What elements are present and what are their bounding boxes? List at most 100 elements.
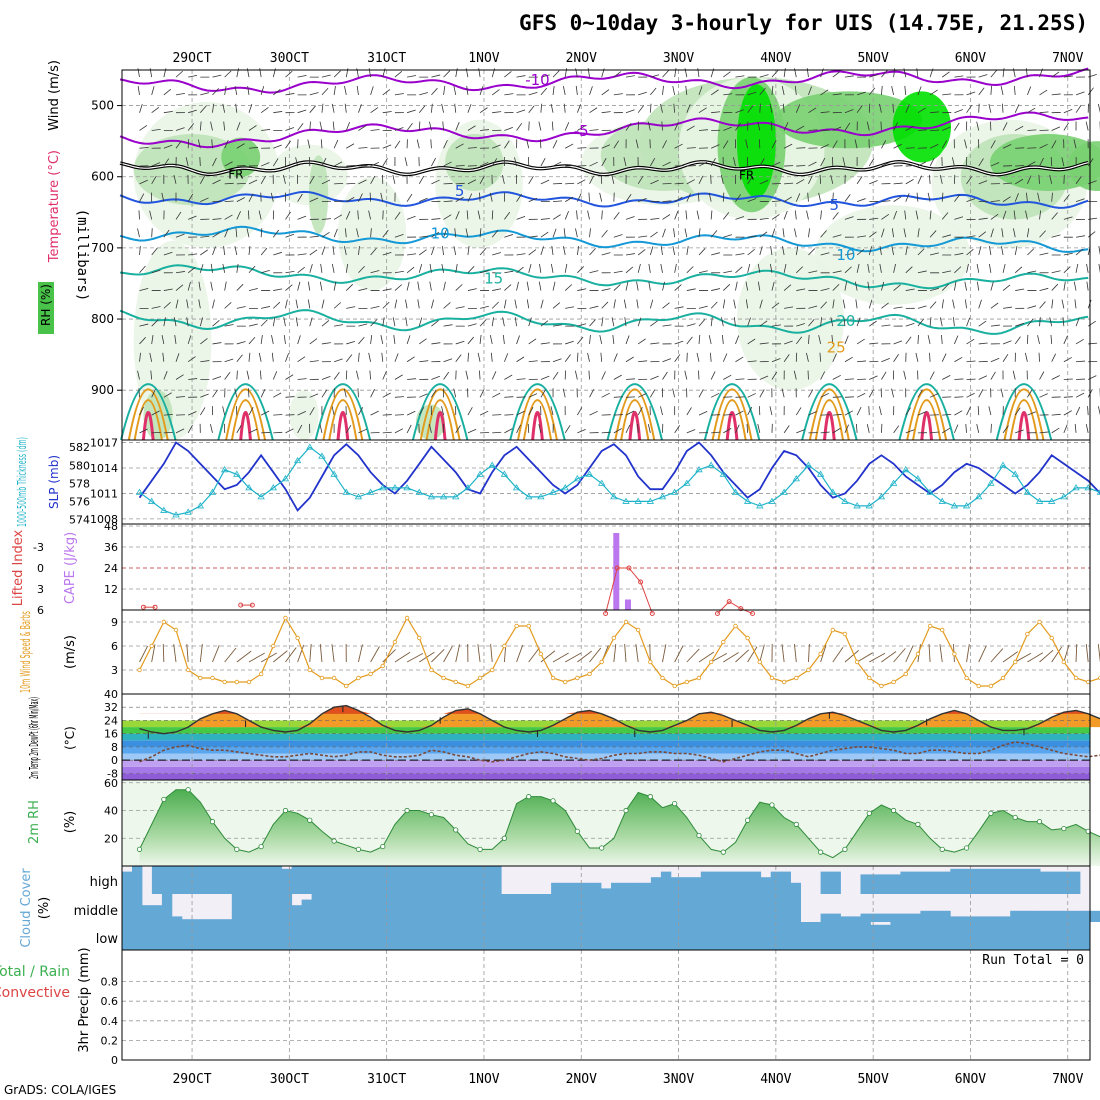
- wind-barb: [637, 263, 641, 273]
- cloud-cell-middle: [690, 894, 702, 922]
- wind-barb: [394, 284, 402, 291]
- wind-barb: [429, 281, 432, 291]
- wind-barb: [1038, 352, 1040, 362]
- wind-barb: [333, 139, 339, 149]
- wind-barb: [212, 320, 220, 327]
- wind-barb: [820, 210, 822, 220]
- wind-barb: [285, 374, 294, 380]
- cloud-cell-high: [980, 868, 991, 894]
- wind-barb: [358, 147, 368, 149]
- isotherm-15: [119, 264, 1089, 290]
- wind-barb: [769, 103, 773, 113]
- wind-barb: [1097, 406, 1100, 416]
- li-tick-label: 3: [37, 583, 44, 596]
- wind-barb: [990, 85, 992, 95]
- cloud-cell-middle: [371, 894, 382, 922]
- wind-barb: [139, 406, 144, 416]
- wind-barb: [1027, 389, 1033, 398]
- wind-barb: [492, 431, 502, 434]
- wind-barb: [662, 281, 665, 291]
- cloud-cell-low: [351, 922, 362, 950]
- wind-barb: [429, 121, 432, 131]
- wind-barb: [345, 370, 348, 380]
- wind-barb: [540, 389, 546, 398]
- cloud-cell-middle: [161, 894, 173, 922]
- wind-barb: [236, 354, 243, 362]
- wind-barb: [698, 129, 708, 131]
- cloud-panel: high middle low Cloud Cover (%): [19, 865, 1100, 951]
- cloud-cell-middle: [241, 894, 253, 922]
- top-date-label: 6NOV: [955, 51, 986, 66]
- wind-barb: [1075, 105, 1082, 113]
- cloud-cell-middle: [1010, 910, 1021, 922]
- wind-barb: [600, 352, 603, 362]
- wind10m-point: [465, 683, 471, 689]
- cloud-cell-high: [720, 871, 732, 894]
- wind-barb: [1097, 103, 1100, 113]
- wind-barb: [625, 75, 635, 78]
- wind-barb: [820, 144, 829, 149]
- wind-barb: [258, 210, 262, 220]
- wind-barb: [589, 175, 595, 185]
- wind-barb: [856, 176, 863, 185]
- wind-barb: [601, 89, 610, 96]
- wind-barb: [552, 140, 558, 149]
- wind-barb: [820, 301, 828, 309]
- wind-barb: [759, 158, 765, 167]
- wind-barb: [868, 299, 873, 309]
- wind10m-point: [514, 623, 519, 629]
- cloud-cell-middle: [1090, 910, 1100, 922]
- cloud-cell-high: [461, 866, 472, 894]
- wind-barb: [929, 301, 937, 309]
- wind-barb: [260, 107, 269, 114]
- wind-barb: [662, 371, 668, 380]
- wind-barb: [212, 157, 217, 167]
- wind-barb: [601, 144, 611, 149]
- cloud-cell-low: [491, 922, 502, 950]
- wind-barb: [1051, 71, 1060, 78]
- wind-barb: [832, 140, 838, 149]
- cloud-cell-low: [591, 922, 602, 950]
- ylabel-rh2m: 2m RH: [27, 800, 42, 844]
- wind-barb: [393, 334, 396, 344]
- wind-barb: [321, 342, 331, 345]
- isotherm-10: [119, 225, 1089, 253]
- ylabel-precip: 3hr Precip (mm): [77, 947, 92, 1052]
- cloud-cell-middle: [431, 894, 442, 922]
- wind-barb: [588, 370, 590, 380]
- wind-barb: [528, 263, 532, 273]
- precip-grid: [122, 950, 1090, 1061]
- wind10m-barb: [273, 650, 288, 663]
- wind-barb: [613, 270, 623, 274]
- cloud-cell-high: [870, 874, 881, 894]
- wind-barb: [1027, 86, 1032, 96]
- cloud-cell-middle: [660, 894, 672, 922]
- wind-barb: [441, 246, 444, 256]
- wind-barb: [757, 121, 761, 131]
- wind-barb: [394, 374, 403, 380]
- wind-barb: [175, 127, 185, 131]
- wind-barb: [990, 228, 994, 238]
- wind-barb: [954, 266, 962, 274]
- thickness-point: [999, 461, 1007, 468]
- wind-barb: [1002, 210, 1007, 220]
- wind-barb: [382, 288, 392, 291]
- wind-barb: [477, 352, 481, 362]
- wind-barb: [842, 299, 846, 309]
- wind-barb: [613, 353, 618, 362]
- ylabel-slp: SLP (mb): [47, 455, 61, 509]
- wind-barb: [285, 93, 295, 96]
- wind-barb: [528, 407, 534, 416]
- wind-barb: [1039, 143, 1048, 149]
- rh2m-point: [842, 846, 848, 852]
- cloud-cell-high: [471, 866, 482, 894]
- wind-barb: [211, 139, 213, 149]
- surface-isotherm: [1009, 399, 1039, 441]
- wind-barb: [893, 143, 902, 149]
- wind-barb: [686, 429, 696, 434]
- wind-barb: [479, 270, 489, 274]
- wind-barb: [345, 263, 349, 273]
- wind-barb: [893, 196, 902, 202]
- wind-barb: [625, 194, 632, 202]
- units-wind10m: (m/s): [63, 635, 78, 669]
